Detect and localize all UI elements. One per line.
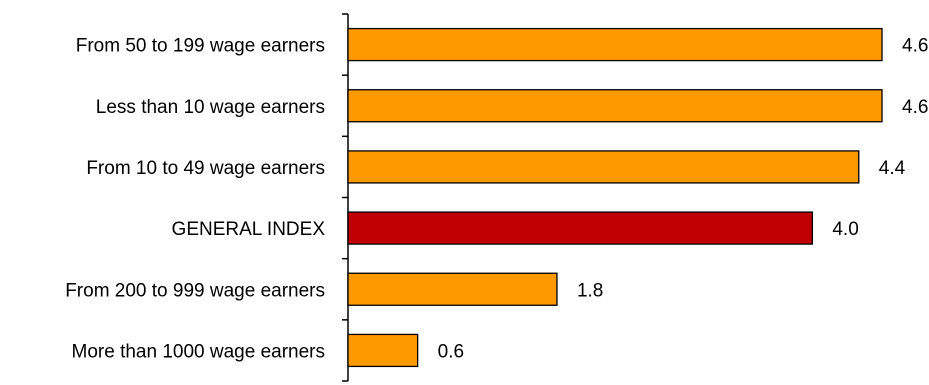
bar: [347, 27, 883, 62]
bar: [347, 272, 558, 306]
bar: [347, 333, 419, 368]
value-label: 0.6: [438, 341, 464, 362]
bar: [347, 211, 813, 245]
bar: [347, 89, 883, 123]
bars: [347, 27, 883, 368]
bar: [347, 150, 860, 184]
category-label: GENERAL INDEX: [172, 219, 326, 240]
category-label: From 10 to 49 wage earners: [86, 158, 325, 179]
axis-ticks: [342, 13, 348, 382]
category-label: More than 1000 wage earners: [72, 341, 326, 362]
value-label: 4.6: [902, 36, 928, 57]
value-label: 4.0: [832, 219, 858, 240]
value-label: 1.8: [577, 280, 603, 301]
category-label: Less than 10 wage earners: [96, 97, 325, 118]
value-label: 4.4: [879, 158, 906, 179]
category-labels: From 50 to 199 wage earners Less than 10 …: [65, 36, 325, 363]
category-label: From 50 to 199 wage earners: [76, 36, 325, 57]
value-label: 4.6: [902, 97, 928, 118]
value-labels: 4.6 4.6 4.4 4.0 1.8 0.6: [438, 36, 929, 363]
category-label: From 200 to 999 wage earners: [65, 280, 325, 301]
